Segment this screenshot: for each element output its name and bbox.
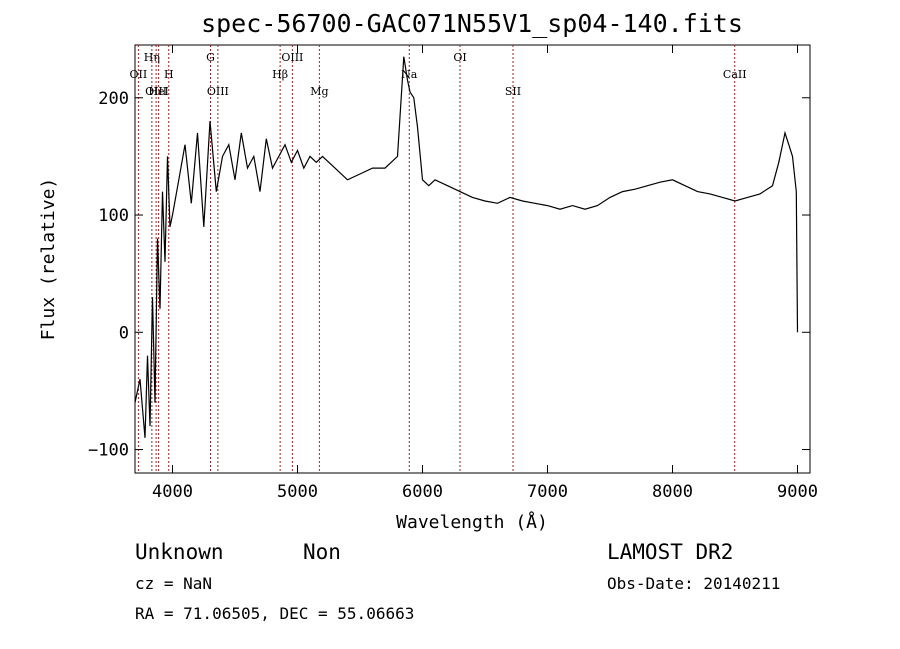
spectral-line-label: OIII (145, 85, 167, 98)
x-axis-label: Wavelength (Å) (396, 511, 548, 533)
spectral-line-label: Hβ (272, 68, 288, 81)
spectral-line-label: HeI (148, 85, 168, 98)
spectral-line-label: SII (505, 85, 521, 98)
spectral-line-markers (137, 45, 736, 473)
spectral-line-label: OIII (281, 51, 303, 64)
spectrum-series-line (134, 56, 799, 438)
chart-title: spec-56700-GAC071N55V1_sp04-140.fits (201, 9, 743, 38)
obs-date: Obs-Date: 20140211 (607, 574, 780, 593)
spectral-line-label: Na (401, 68, 418, 81)
cz-value: cz = NaN (135, 574, 212, 593)
x-tick-label: 5000 (277, 482, 318, 502)
spectral-line-label: Hη (144, 51, 160, 64)
object-class: Unknown (135, 540, 224, 564)
object-subclass: Non (303, 540, 341, 564)
ra-dec-coords: RA = 71.06505, DEC = 55.06663 (135, 604, 414, 623)
y-tick-label: −100 (88, 441, 129, 461)
plot-frame (134, 44, 811, 474)
spectral-line-label: OI (453, 51, 466, 64)
y-axis-ticks: −100 0 100 200 (88, 89, 810, 461)
x-tick-label: 9000 (777, 482, 818, 502)
spectral-line-label: Mg (310, 85, 328, 98)
y-tick-label: 0 (119, 323, 129, 343)
spectral-line-label: CaII (723, 68, 747, 81)
y-axis-label: Flux (relative) (38, 178, 59, 341)
x-axis-ticks: 4000 5000 6000 7000 8000 9000 (152, 45, 818, 502)
spectral-line-label: G (206, 51, 215, 64)
y-tick-label: 200 (98, 89, 129, 109)
spectral-line-label: H (164, 68, 174, 81)
x-tick-label: 6000 (402, 482, 443, 502)
x-tick-label: 8000 (652, 482, 693, 502)
spectral-line-label: OIII (207, 85, 229, 98)
x-tick-label: 7000 (527, 482, 568, 502)
x-tick-label: 4000 (152, 482, 193, 502)
y-tick-label: 100 (98, 206, 129, 226)
spectral-line-label: OII (130, 68, 148, 81)
survey-name: LAMOST DR2 (607, 540, 733, 564)
